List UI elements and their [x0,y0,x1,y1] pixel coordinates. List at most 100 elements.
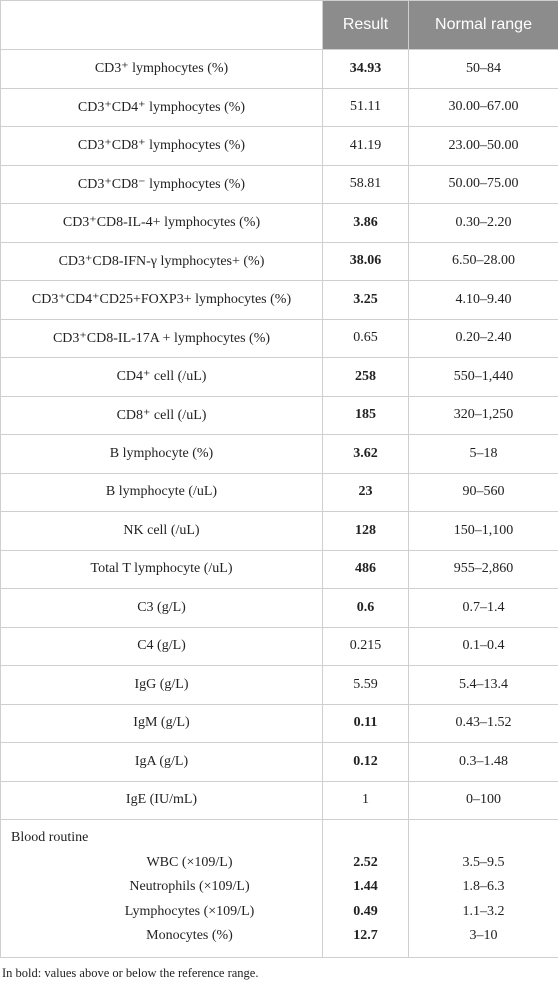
header-cell: Normal range [408,0,558,50]
result: 0.12 [322,742,409,782]
test-name: WBC (×109/L) [146,854,233,870]
normal-range: 23.00–50.00 [408,126,558,166]
test-name: CD8⁺ cell (/uL) [0,395,323,435]
test-name: IgM (g/L) [0,703,323,743]
test-name: Lymphocytes (×109/L) [124,903,255,919]
normal-range: 3.5–9.5 1.8–6.3 1.1–3.2 3–10 [408,819,558,958]
spacer [409,826,558,851]
test-name: B lymphocyte (%) [0,434,323,474]
result: 3.25 [322,280,409,320]
section-label: Blood routine [11,830,89,845]
test-name: NK cell (/uL) [0,511,323,551]
table-row: CD4⁺ cell (/uL) 258 550–1,440 [0,357,558,397]
footnote: In bold: values above or below the refer… [2,965,259,980]
test-name: Monocytes (%) [146,928,233,943]
test-name: Neutrophils (×109/L) [129,879,250,894]
result: 58.81 [322,164,409,204]
test-name: CD3⁺ lymphocytes (%) [0,49,323,89]
normal-range: 50.00–75.00 [408,164,558,204]
result: 258 [322,357,409,397]
normal-range: 90–560 [408,472,558,512]
result: 12.7 [353,928,378,943]
table-row: CD3⁺CD8⁺ lymphocytes (%) 41.19 23.00–50.00 [0,126,558,166]
normal-range: 5–18 [408,434,558,474]
result: 0.6 [322,588,409,628]
header-row: Result Normal range [0,0,558,50]
normal-range: 6.50–28.00 [408,241,558,281]
table-row: CD3⁺CD8-IFN-γ lymphocytes+ (%) 38.06 6.50–… [0,241,558,281]
normal-range: 0–100 [408,780,558,820]
test-name: C3 (g/L) [0,588,323,628]
result: 486 [322,549,409,589]
table-row: CD3⁺ lymphocytes (%) 34.93 50–84 [0,49,558,89]
normal-range: 550–1,440 [408,357,558,397]
test-name: CD3⁺CD8-IL-4+ lymphocytes (%) [0,203,323,243]
test-name: CD3⁺CD8-IFN-γ lymphocytes+ (%) [0,241,323,281]
normal-range: 50–84 [408,49,558,89]
table-row: IgE (IU/mL) 1 0–100 [0,780,558,820]
header-cell [0,0,323,50]
normal-range: 150–1,100 [408,511,558,551]
result: 1 [322,780,409,820]
test-name: CD3⁺CD8⁻ lymphocytes (%) [0,164,323,204]
result: 0.215 [322,626,409,666]
normal-range: 5.4–13.4 [408,665,558,705]
test-name: CD3⁺CD8⁺ lymphocytes (%) [0,126,323,166]
table-row: CD3⁺CD4⁺ lymphocytes (%) 51.11 30.00–67.00 [0,87,558,127]
table-row: B lymphocyte (%) 3.62 5–18 [0,434,558,474]
table-row: CD8⁺ cell (/uL) 185 320–1,250 [0,395,558,435]
result: 41.19 [322,126,409,166]
result: 2.52 [353,854,378,870]
table-row: CD3⁺CD4⁺CD25+FOXP3+ lymphocytes (%) 3.25 4… [0,280,558,320]
test-name: CD3⁺CD4⁺CD25+FOXP3+ lymphocytes (%) [0,280,323,320]
table-row: IgM (g/L) 0.11 0.43–1.52 [0,703,558,743]
result: 3.62 [322,434,409,474]
result: 0.11 [322,703,409,743]
result: 1.44 [353,879,378,894]
test-name: CD3⁺CD8-IL-17A + lymphocytes (%) [0,318,323,358]
table-row: CD3⁺CD8⁻ lymphocytes (%) 58.81 50.00–75.00 [0,164,558,204]
table-row: IgG (g/L) 5.59 5.4–13.4 [0,665,558,705]
normal-range: 3–10 [469,928,498,943]
test-name: IgE (IU/mL) [0,780,323,820]
test-name: C4 (g/L) [0,626,323,666]
test-name: CD4⁺ cell (/uL) [0,357,323,397]
normal-range: 1.1–3.2 [462,903,505,919]
result: 185 [322,395,409,435]
test-name: B lymphocyte (/uL) [0,472,323,512]
result: 0.65 [322,318,409,358]
result: 51.11 [322,87,409,127]
result: 3.86 [322,203,409,243]
normal-range: 0.30–2.20 [408,203,558,243]
spacer [323,826,408,851]
test-name: IgG (g/L) [0,665,323,705]
result: 0.49 [353,903,378,919]
result: 34.93 [322,49,409,89]
test-name: Blood routine WBC (×109/L) Neutrophils (×1… [0,819,323,958]
table-row: CD3⁺CD8-IL-4+ lymphocytes (%) 3.86 0.30–2.… [0,203,558,243]
normal-range: 955–2,860 [408,549,558,589]
test-name: CD3⁺CD4⁺ lymphocytes (%) [0,87,323,127]
test-name: IgA (g/L) [0,742,323,782]
normal-range: 0.3–1.48 [408,742,558,782]
results-table: Result Normal range CD3⁺ lymphocytes (%)… [0,0,558,958]
table-row: CD3⁺CD8-IL-17A + lymphocytes (%) 0.65 0.20… [0,318,558,358]
header-cell: Result [322,0,409,50]
blood-routine-row: Blood routine WBC (×109/L) Neutrophils (×1… [0,819,558,958]
table-row: NK cell (/uL) 128 150–1,100 [0,511,558,551]
table-body: CD3⁺ lymphocytes (%) 34.93 50–84 CD3⁺CD4⁺ l… [0,49,558,958]
result: 5.59 [322,665,409,705]
table-row: B lymphocyte (/uL) 23 90–560 [0,472,558,512]
normal-range: 0.20–2.40 [408,318,558,358]
normal-range: 1.8–6.3 [462,879,505,894]
table-row: C4 (g/L) 0.215 0.1–0.4 [0,626,558,666]
result: 2.52 1.44 0.49 12.7 [322,819,409,958]
table-row: C3 (g/L) 0.6 0.7–1.4 [0,588,558,628]
result: 23 [322,472,409,512]
result: 128 [322,511,409,551]
normal-range: 0.1–0.4 [408,626,558,666]
normal-range: 320–1,250 [408,395,558,435]
table-row: Total T lymphocyte (/uL) 486 955–2,860 [0,549,558,589]
result: 38.06 [322,241,409,281]
